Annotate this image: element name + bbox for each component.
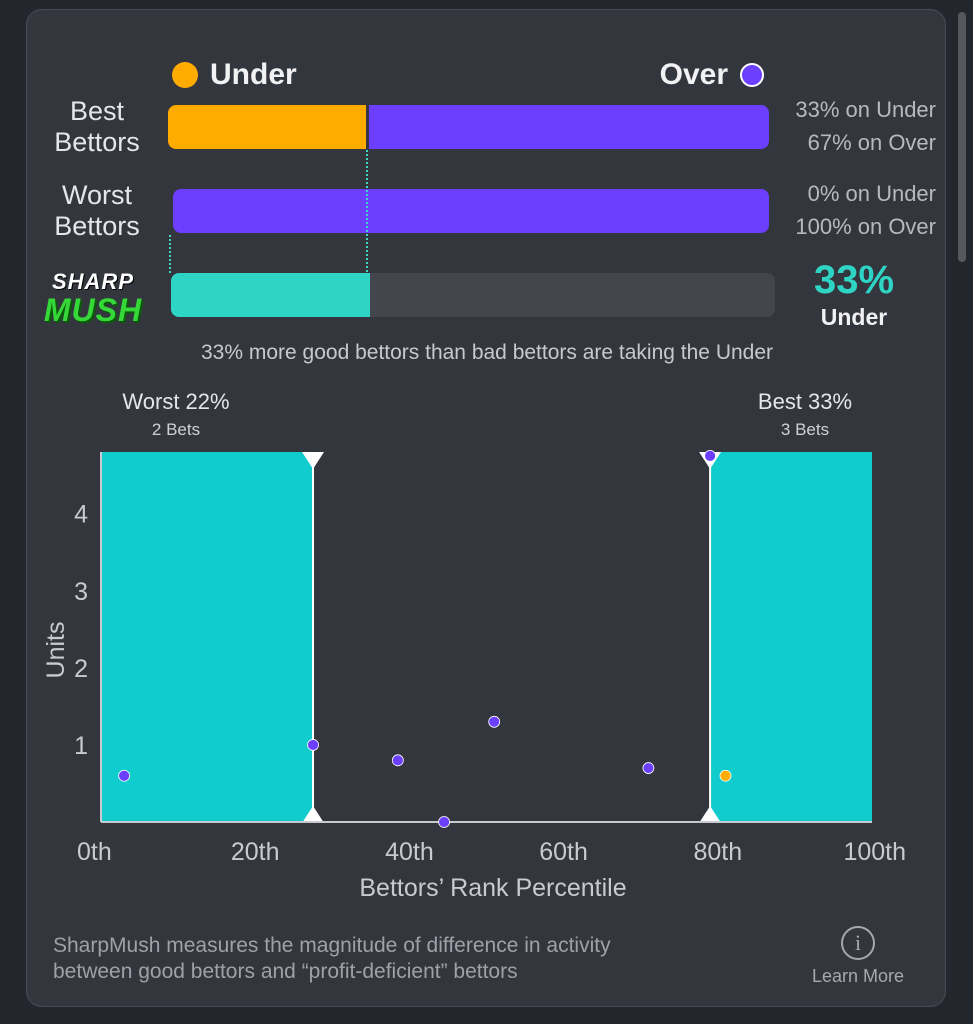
logo-sharp-text: SHARP: [51, 269, 134, 294]
best-under-bar[interactable]: [168, 105, 366, 149]
best-under-pct: 33% on Under: [795, 97, 936, 122]
worst-label-line2: Bettors: [54, 211, 140, 241]
over-legend-label: Over: [659, 58, 728, 91]
under-legend-dot: [172, 62, 198, 88]
x-axis-label: Bettors’ Rank Percentile: [359, 874, 626, 902]
data-point-3[interactable]: [438, 816, 450, 828]
x-tick-2: 40th: [385, 838, 434, 866]
x-tick-1: 20th: [231, 838, 280, 866]
worst-under-pct: 0% on Under: [807, 181, 936, 206]
best-over-bar[interactable]: [369, 105, 769, 149]
x-tick-3: 60th: [539, 838, 588, 866]
y-tick-1: 1: [74, 732, 88, 760]
data-point-2[interactable]: [391, 754, 404, 767]
worst-over-bar[interactable]: [173, 189, 769, 233]
worst-over-pct: 100% on Over: [795, 214, 936, 239]
footer-line2: between good bettors and “profit-deficie…: [53, 960, 518, 983]
best-over-pct: 67% on Over: [807, 130, 936, 155]
over-legend-dot: [740, 63, 764, 87]
y-axis-label: Units: [42, 622, 70, 679]
worst-bettors-label: Worst Bettors: [40, 180, 154, 242]
zone-title-1: Best 33%: [758, 389, 852, 414]
y-tick-3: 3: [74, 578, 88, 606]
under-legend-label: Under: [210, 58, 297, 91]
worst-connector-line: [169, 235, 171, 273]
logo-mush-text: MUSH: [43, 292, 143, 328]
zone-handle-bottom-1[interactable]: [699, 806, 722, 823]
data-point-4[interactable]: [488, 715, 501, 728]
sharp-side: Under: [820, 304, 888, 330]
worst-pct-text: 0% on Under 100% on Over: [740, 177, 936, 243]
x-tick-5: 100th: [843, 838, 906, 866]
footer-description: SharpMush measures the magnitude of diff…: [53, 933, 773, 985]
sharpmush-logo: SHARP MUSH: [36, 269, 150, 328]
sharp-value: 33%: [813, 258, 895, 302]
zone-handle-top-0[interactable]: [302, 452, 325, 469]
zone-handle-bottom-0[interactable]: [302, 806, 325, 823]
x-tick-0: 0th: [77, 838, 112, 866]
sharp-fill-bar[interactable]: [171, 273, 370, 317]
x-tick-4: 80th: [693, 838, 742, 866]
worst-label-line1: Worst: [61, 180, 132, 210]
learn-more-label[interactable]: Learn More: [811, 966, 905, 986]
best-label-line2: Bettors: [54, 127, 140, 157]
best-bettors-label: Best Bettors: [40, 96, 154, 158]
best-pct-text: 33% on Under 67% on Over: [740, 93, 936, 159]
info-icon[interactable]: i: [841, 926, 875, 960]
best-connector-line: [366, 150, 368, 272]
data-point-1[interactable]: [307, 739, 319, 751]
zone-0: [101, 452, 314, 822]
zone-title-0: Worst 22%: [122, 389, 229, 414]
summary-text: 33% more good bettors than bad bettors a…: [200, 341, 774, 364]
data-point-0[interactable]: [118, 769, 131, 782]
zone-subtitle-0: 2 Bets: [152, 420, 200, 439]
y-tick-2: 2: [74, 655, 88, 683]
data-point-5[interactable]: [642, 762, 655, 774]
data-point-7[interactable]: [719, 769, 732, 782]
scrollbar-thumb[interactable]: [958, 12, 966, 262]
zone-1: [710, 452, 872, 822]
footer-line1: SharpMush measures the magnitude of diff…: [53, 934, 611, 957]
zone-subtitle-1: 3 Bets: [781, 420, 829, 439]
best-label-line1: Best: [69, 96, 125, 126]
learn-more-button[interactable]: i Learn More: [800, 926, 916, 987]
data-point-6[interactable]: [704, 449, 716, 462]
y-tick-4: 4: [74, 501, 88, 529]
